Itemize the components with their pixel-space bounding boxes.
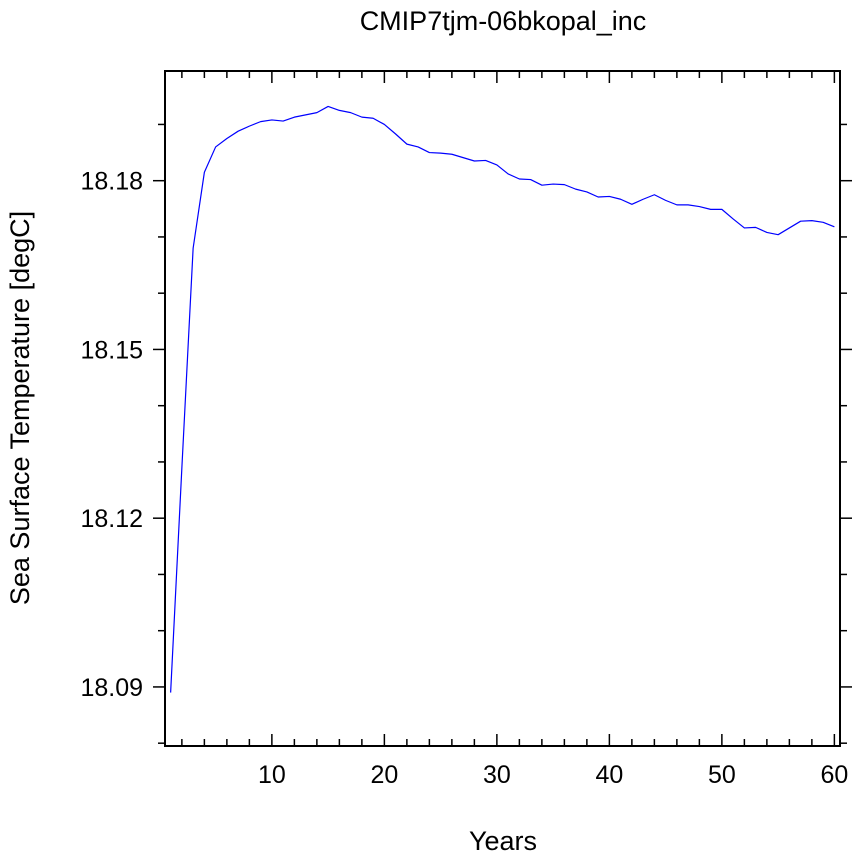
sst-series-line — [170, 105, 835, 693]
tick-labels: 10 20 30 40 50 60 18.09 18.12 18.15 18.18 — [80, 168, 848, 789]
series-layer — [170, 105, 835, 693]
y-tick-label: 18.09 — [80, 674, 143, 702]
x-tick-label: 20 — [370, 761, 398, 789]
x-tick-label: 10 — [258, 761, 286, 789]
plot-frame — [164, 70, 841, 747]
y-tick-label: 18.18 — [80, 168, 143, 196]
x-tick-label: 30 — [483, 761, 511, 789]
x-tick-label: 60 — [820, 761, 848, 789]
axis-ticks — [153, 71, 852, 746]
x-tick-label: 50 — [708, 761, 736, 789]
y-tick-label: 18.15 — [80, 336, 143, 364]
y-axis-label: Sea Surface Temperature [degC] — [5, 211, 35, 605]
x-axis-label: Years — [469, 826, 537, 856]
chart-title: CMIP7tjm-06bkopal_inc — [360, 6, 647, 36]
x-tick-label: 40 — [595, 761, 623, 789]
y-tick-label: 18.12 — [80, 505, 143, 533]
